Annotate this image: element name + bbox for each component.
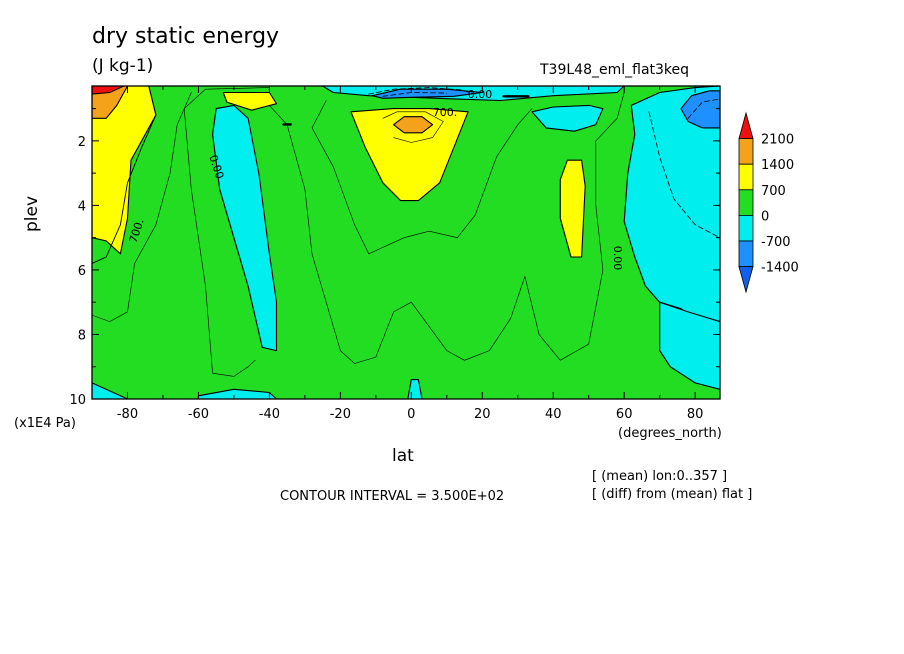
x-tick-label: -40 [259,407,280,422]
contour-interval: CONTOUR INTERVAL = 3.500E+02 [280,489,505,504]
x-tick-label: 0 [407,407,415,422]
diff-info: [ (diff) from (mean) flat ] [592,487,753,502]
y-axis-unit: (x1E4 Pa) [14,416,76,431]
colorbar-swatch [738,189,754,216]
x-tick-label: 80 [687,407,704,422]
contour-line [687,98,720,119]
colorbar-label: -1400 [761,261,799,276]
colorbar-label: -700 [761,235,791,250]
colorbar-label: 1400 [761,158,794,173]
colorbar-label: 0 [761,209,769,224]
contour-label: 0.00 [468,88,493,101]
contour-region [350,108,469,202]
contour-line [382,111,444,143]
contour-line [648,111,720,239]
x-tick-label: -60 [188,407,209,422]
x-axis-title: lat [392,446,414,466]
colorbar-label: 700 [761,184,786,199]
contour-region [531,104,604,132]
contour-region [92,86,129,119]
x-tick-label: -20 [330,407,351,422]
colorbar-swatch [738,163,754,191]
x-axis: -80 -60 -40 -20 0 20 40 60 80 [91,86,704,422]
contour-label: 0.00 [611,246,624,271]
contour-line [269,92,625,364]
colorbar-label: 2100 [761,133,794,148]
contour-region [371,88,483,99]
x-axis-unit: (degrees_north) [618,426,722,441]
colorbar-arrow-top [738,111,754,140]
y-tick-label: 10 [69,393,86,408]
contour-line [368,87,476,95]
colorbar-swatch [738,138,754,165]
contour-region [680,90,720,129]
colorbar-swatch [738,214,754,242]
contour-region [92,86,125,95]
colorbar-swatch [738,240,754,268]
contour-region [222,91,278,111]
x-tick-label: 60 [616,407,633,422]
chart-title: dry static energy [92,24,280,49]
y-tick-label: 6 [78,264,86,279]
filled-contours [92,86,720,399]
x-tick-label: 20 [474,407,491,422]
colorbar: 2100 1400 700 0 -700 -1400 [738,111,799,294]
contour-region [659,301,720,390]
contour-line [92,92,192,322]
x-tick-label: 40 [545,407,562,422]
contour-line [92,86,157,264]
contour-region [393,116,434,134]
chart-units: (J kg-1) [92,56,154,76]
contour-region [559,159,586,258]
contour-region [92,382,129,399]
contour-line [183,87,270,377]
contour-lines [92,86,720,377]
contour-region [212,104,278,352]
contour-label: 700. [433,106,458,119]
y-axis: 2 4 6 8 10 [69,108,720,408]
plot-frame [91,85,721,400]
run-label: T39L48_eml_flat3keq [540,62,690,78]
contour-line [311,100,533,255]
colorbar-arrow-bottom [738,266,754,294]
y-tick-label: 4 [78,199,86,214]
y-tick-label: 8 [78,328,86,343]
mean-info: [ (mean) lon:0..357 ] [592,469,728,484]
y-tick-label: 2 [78,135,86,150]
x-tick-label: -80 [117,407,138,422]
